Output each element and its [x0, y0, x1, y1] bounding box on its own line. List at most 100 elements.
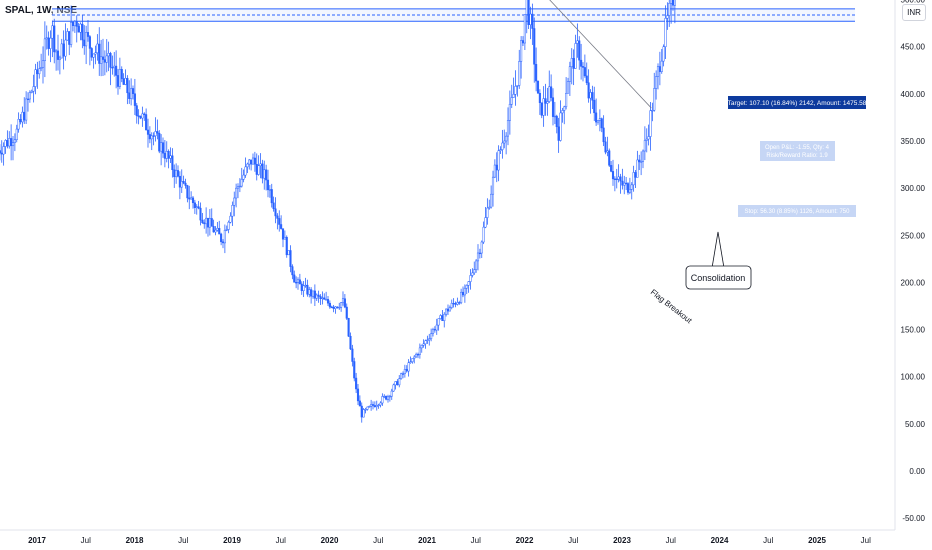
candle-body	[611, 171, 615, 180]
candle-body	[60, 43, 63, 59]
candle-body	[591, 92, 594, 101]
candle-body	[150, 135, 153, 140]
candle-body	[325, 299, 328, 301]
candle-body	[0, 150, 1, 154]
candle-body	[600, 118, 603, 129]
candle-body	[490, 193, 493, 208]
candle-body	[17, 119, 20, 130]
candle-body	[345, 306, 348, 319]
candle-body	[565, 93, 568, 108]
open-pnl-label: Open P&L: -1.55, Qty: 4	[765, 145, 830, 151]
candle-body	[645, 138, 648, 141]
x-tick-label: Jul	[373, 536, 383, 545]
support-resistance	[52, 8, 855, 22]
candle-body	[126, 78, 129, 94]
candle-body	[191, 197, 195, 204]
y-tick-label: -50.00	[902, 514, 925, 523]
candle-body	[641, 150, 645, 162]
candle-body	[439, 315, 442, 319]
candle-body	[531, 13, 534, 29]
candle-body	[362, 409, 365, 418]
candle-body	[394, 381, 397, 386]
candle-body	[265, 169, 268, 181]
candle-body	[270, 189, 273, 204]
candle-body	[452, 302, 455, 305]
candle-body	[643, 140, 646, 152]
candle-body	[291, 266, 294, 276]
candle-body	[115, 65, 118, 76]
candle-body	[386, 396, 390, 400]
target-label-bg	[728, 96, 866, 109]
candle-body	[634, 172, 637, 178]
candle-body	[109, 53, 112, 68]
candle-body	[4, 140, 7, 147]
candle-body	[227, 221, 230, 230]
candle-body	[276, 215, 279, 219]
y-tick-label: 450.00	[901, 43, 926, 52]
y-tick-label: 300.00	[901, 184, 926, 193]
candle-body	[368, 406, 371, 408]
candle-body	[103, 59, 106, 63]
candle-body	[169, 155, 172, 159]
candle-body	[401, 373, 405, 375]
currency-button[interactable]: INR	[902, 4, 926, 21]
candle-body	[298, 279, 301, 285]
candle-body	[598, 118, 601, 121]
candle-body	[358, 400, 361, 407]
flag-trendline	[549, 0, 652, 109]
candle-body	[546, 101, 549, 104]
candle-body	[610, 165, 613, 172]
candle-body	[415, 354, 418, 358]
candle-body	[533, 28, 536, 65]
candle-body	[422, 343, 425, 346]
candle-body	[512, 94, 515, 98]
candle-body	[377, 404, 380, 407]
candle-body	[13, 139, 16, 143]
candle-body	[326, 299, 330, 304]
candle-body	[160, 142, 163, 152]
candle-body	[621, 180, 624, 186]
candle-body	[471, 272, 474, 276]
candle-body	[41, 60, 45, 68]
candle-body	[163, 152, 166, 159]
candle-body	[343, 298, 346, 308]
candle-body	[638, 159, 641, 163]
candle-body	[651, 109, 654, 112]
candle-body	[302, 285, 305, 291]
candle-body	[296, 279, 300, 283]
candle-body	[551, 97, 555, 117]
candle-body	[19, 119, 22, 123]
candle-body	[45, 37, 48, 40]
candle-body	[356, 388, 360, 402]
candle-body	[188, 197, 191, 200]
candle-body	[636, 159, 639, 178]
candle-body	[212, 226, 215, 233]
candle-body	[535, 64, 538, 82]
candle-body	[221, 241, 225, 244]
candle-body	[274, 208, 277, 217]
candle-body	[94, 52, 97, 55]
candle-body	[469, 275, 472, 282]
candle-body	[330, 306, 333, 309]
candle-body	[184, 182, 187, 186]
candle-body	[493, 164, 496, 178]
candle-body	[501, 142, 504, 150]
candle-body	[559, 112, 562, 141]
candle-body	[396, 381, 399, 386]
candle-body	[64, 39, 67, 57]
candle-body	[15, 128, 18, 140]
open-pnl-bg	[760, 141, 835, 161]
candle-body	[518, 61, 521, 86]
x-tick-label: Jul	[178, 536, 188, 545]
candle-body	[266, 179, 270, 191]
candle-body	[448, 307, 451, 312]
candle-body	[431, 329, 435, 334]
candle-body	[321, 297, 324, 299]
candle-body	[593, 99, 596, 114]
candle-body	[626, 183, 630, 193]
candles	[0, 0, 676, 423]
candle-body	[334, 306, 337, 309]
candle-body	[53, 25, 56, 53]
x-tick-label: 2023	[613, 536, 631, 545]
